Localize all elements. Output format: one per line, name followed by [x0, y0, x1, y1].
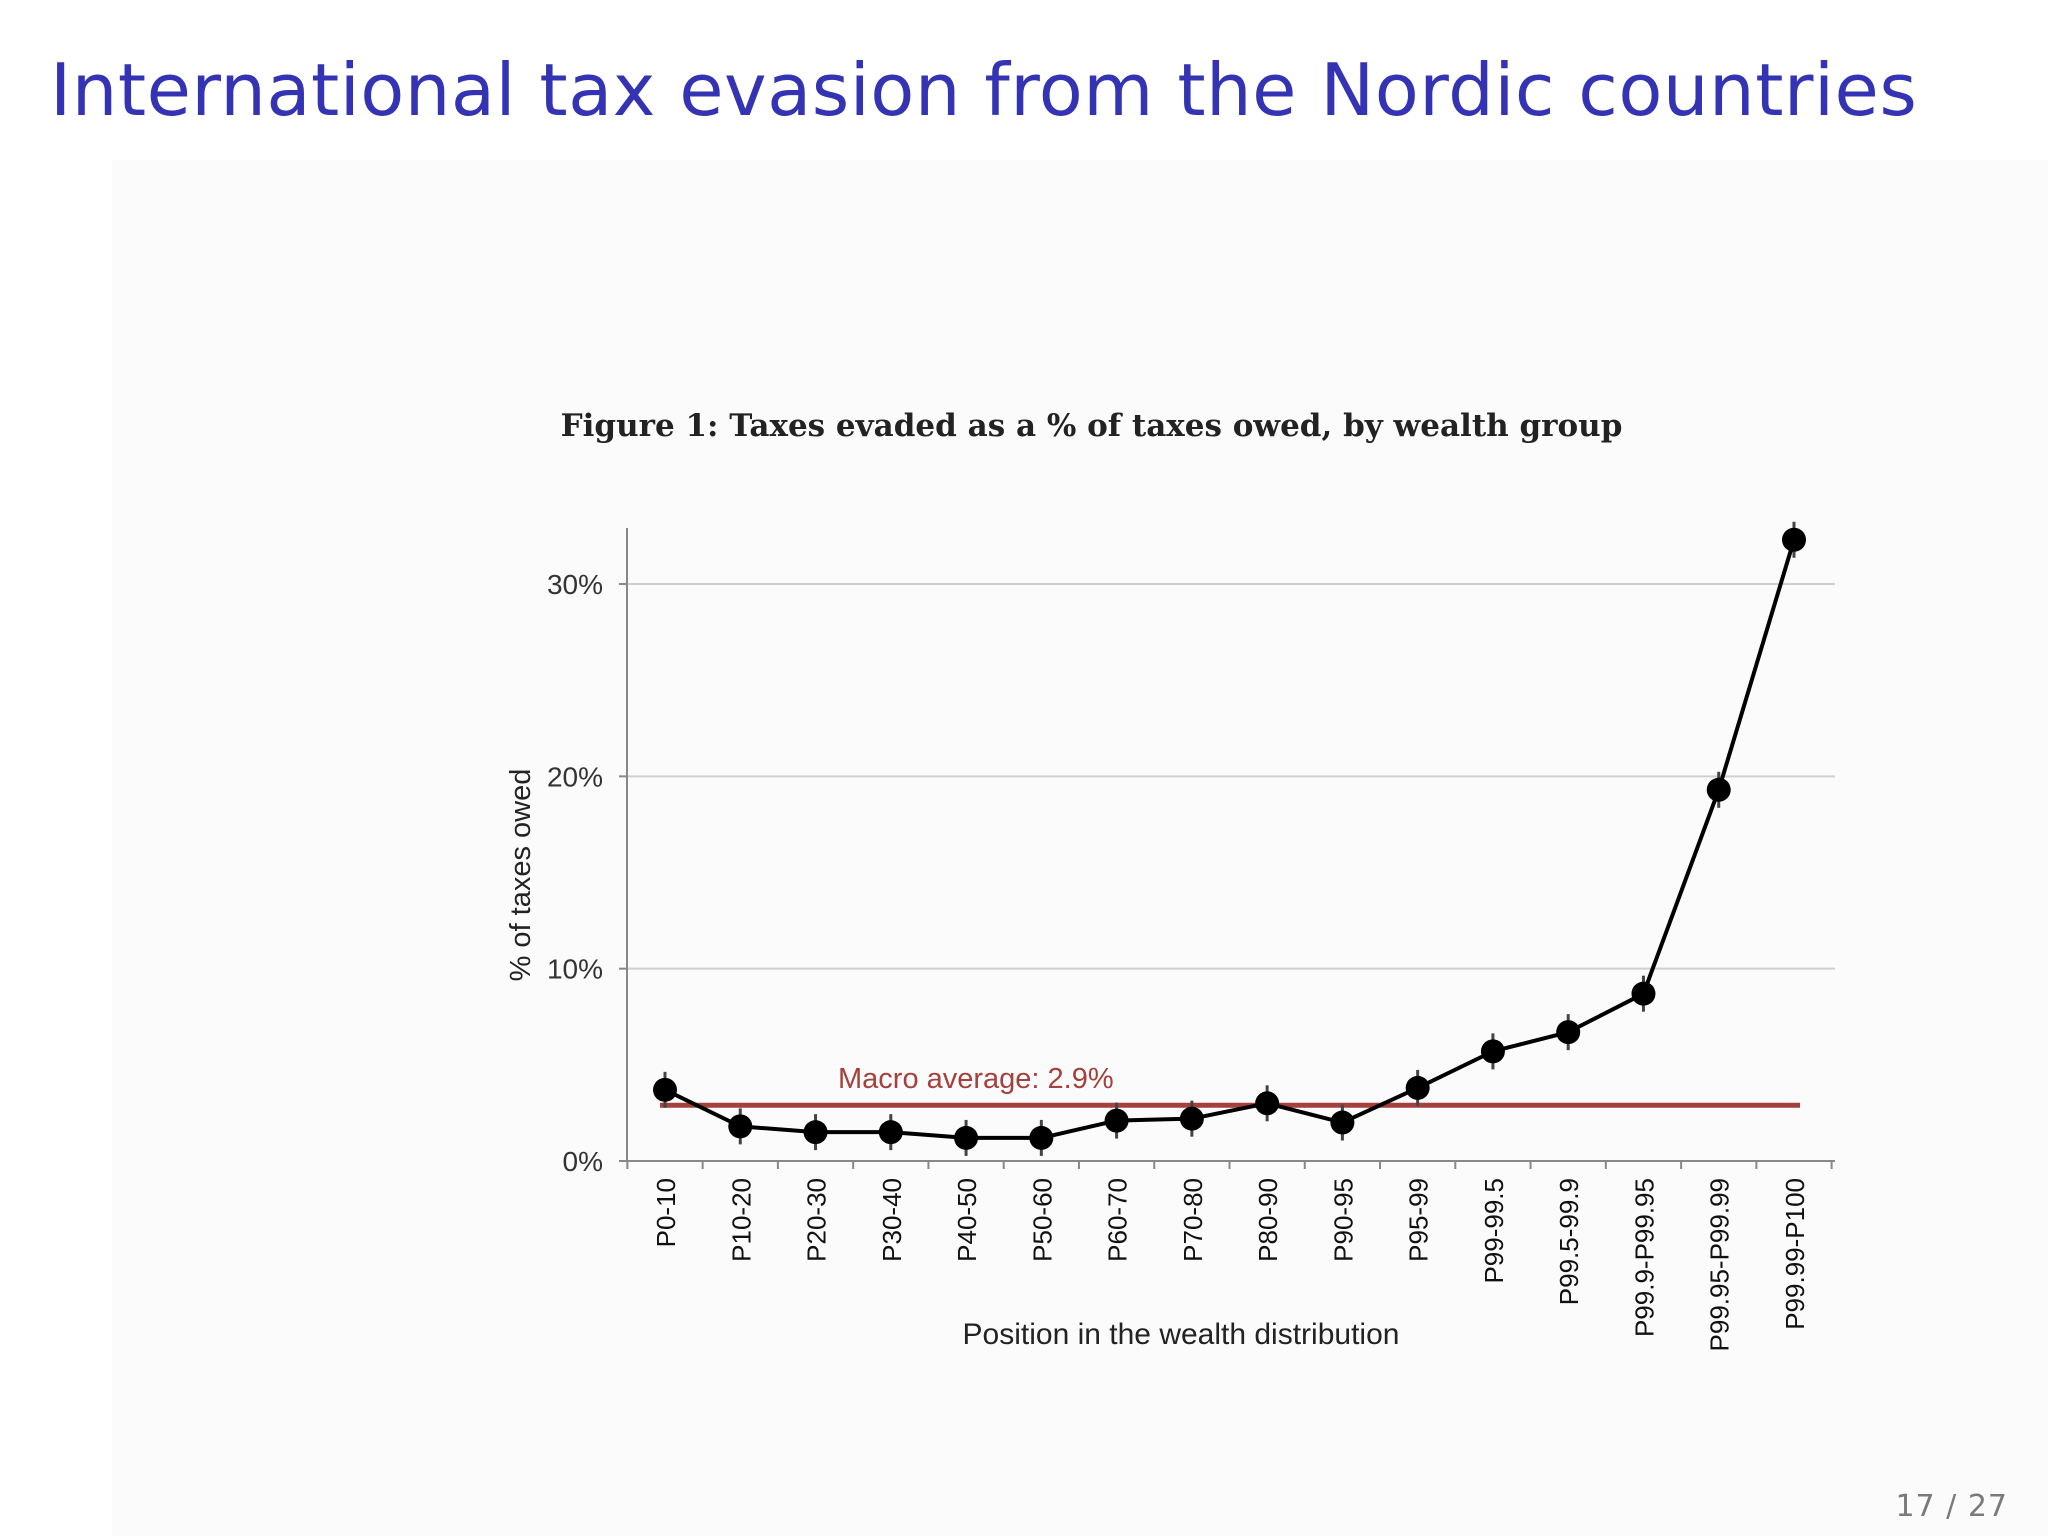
x-tick-label: P30-40: [877, 1178, 907, 1262]
x-tick-label: P10-20: [726, 1178, 756, 1262]
gridlines: [627, 583, 1835, 970]
figure-caption: Figure 1: Taxes evaded as a % of taxes o…: [560, 408, 1623, 444]
data-point: [1029, 1125, 1054, 1150]
macro-average-label: Macro average: 2.9%: [838, 1063, 1114, 1095]
x-tick-label: P70-80: [1178, 1178, 1208, 1262]
data-point: [1104, 1108, 1129, 1133]
data-point: [1706, 777, 1731, 802]
data-point: [878, 1120, 903, 1145]
x-tick-label: P99.9-P99.95: [1629, 1178, 1659, 1337]
y-axis-label: % of taxes owed: [505, 769, 537, 982]
y-tick-label: 30%: [547, 569, 603, 600]
x-tick-label: P90-95: [1328, 1178, 1358, 1262]
x-tick-label: P0-10: [651, 1178, 681, 1247]
data-point: [803, 1120, 828, 1145]
figure-panel: [112, 160, 2048, 1536]
x-tick-label: P99.95-P99.99: [1705, 1178, 1735, 1351]
series-line: [664, 539, 1796, 1140]
y-tick-labels: 0% 10% 20% 30%: [547, 569, 627, 1177]
x-tick-label: P50-60: [1027, 1178, 1057, 1262]
x-tick-label: P60-70: [1103, 1178, 1133, 1262]
x-tick-label: P99.99-P100: [1780, 1178, 1810, 1330]
data-point: [1330, 1110, 1355, 1135]
page-number: 17 / 27: [1895, 1489, 2008, 1524]
data-point: [1782, 527, 1806, 552]
x-tick-label: P99.5-99.9: [1554, 1178, 1584, 1305]
data-point: [954, 1125, 979, 1150]
series-layer: [653, 521, 1806, 1156]
y-tick-label: 10%: [547, 954, 603, 985]
x-axis-label: Position in the wealth distribution: [963, 1318, 1400, 1351]
data-point: [1179, 1106, 1204, 1131]
data-point: [1480, 1039, 1505, 1064]
data-point: [1556, 1020, 1581, 1045]
y-tick-label: 20%: [547, 761, 603, 792]
data-point: [653, 1077, 677, 1102]
x-tick-label: P80-90: [1253, 1178, 1283, 1262]
x-tick-labels: P0-10 P10-20 P20-30 P30-40 P40-50 P50-60 P60-7…: [626, 1161, 1833, 1351]
macro-average-layer: Macro average: 2.9%: [660, 1063, 1800, 1108]
x-tick-label: P95-99: [1404, 1178, 1434, 1262]
data-point: [1255, 1091, 1280, 1116]
slide-title: International tax evasion from the Nordi…: [50, 48, 1918, 132]
x-tick-label: P99-99.5: [1479, 1178, 1509, 1284]
x-tick-label: P40-50: [952, 1178, 982, 1262]
axes: [626, 528, 1835, 1162]
data-point: [1405, 1075, 1430, 1100]
data-point: [728, 1114, 753, 1139]
y-tick-label: 0%: [563, 1146, 603, 1177]
x-tick-label: P20-30: [802, 1178, 832, 1262]
data-point: [1631, 981, 1656, 1006]
